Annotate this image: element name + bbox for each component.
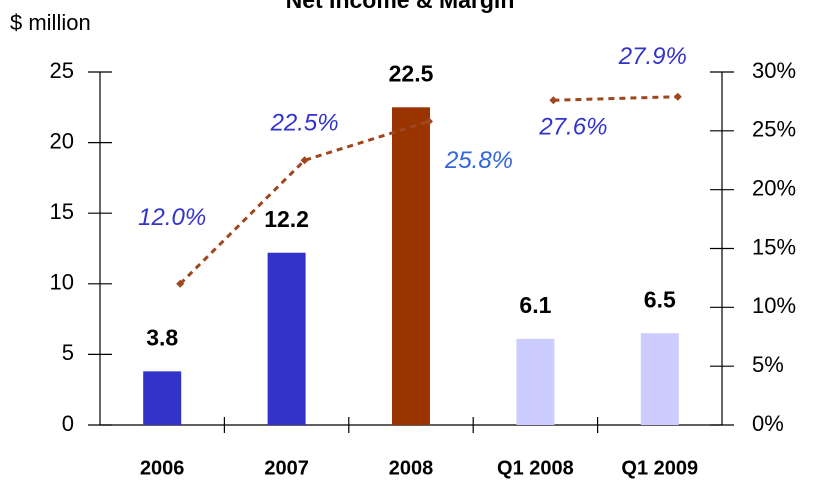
y2-tick-label: 20% [752,175,796,200]
bar [516,338,555,425]
y-tick-label: 25 [50,58,74,83]
margin-label: 12.0% [138,204,206,231]
y-tick-label: 0 [62,411,74,436]
y-tick-label: 20 [50,128,74,153]
margin-label: 25.8% [444,147,513,174]
bar [143,371,182,425]
x-tick-label: 2006 [140,457,185,479]
y-tick-label: 5 [62,340,74,365]
bar-value-label: 6.5 [644,286,676,312]
y2-tick-label: 5% [752,352,784,377]
y2-tick-label: 10% [752,293,796,318]
margin-label: 22.5% [270,110,339,137]
y-tick-label: 15 [50,199,74,224]
bar-value-label: 12.2 [264,206,309,232]
bar-value-label: 22.5 [389,60,434,86]
margin-point [425,117,433,126]
bar-value-label: 3.8 [146,324,178,350]
bar [267,252,306,425]
bar [392,107,430,426]
margin-line [179,119,430,285]
chart-title: Net Income & Margin [286,0,515,13]
bar [640,333,679,425]
y2-tick-label: 15% [752,234,796,259]
margin-line [553,95,678,102]
x-tick-label: Q1 2009 [621,457,698,479]
margin-point [176,279,185,288]
y2-tick-label: 30% [752,58,796,83]
margin-point [549,96,558,105]
bar-value-label: 6.1 [519,292,551,318]
x-tick-label: 2007 [264,457,309,479]
y2-tick-label: 25% [752,117,796,142]
y2-tick-label: 0% [752,411,784,436]
margin-label: 27.9% [618,43,687,70]
margin-point [300,156,309,165]
margin-point [673,92,682,101]
y-axis-label: $ million [10,10,91,35]
x-tick-label: 2008 [389,457,434,479]
margin-label: 27.6% [538,114,607,141]
y-tick-label: 10 [50,270,74,295]
x-tick-label: Q1 2008 [497,457,574,479]
